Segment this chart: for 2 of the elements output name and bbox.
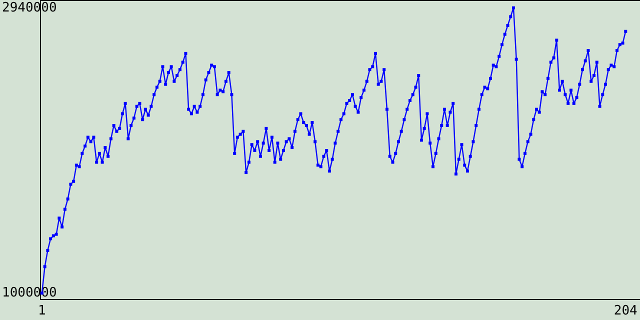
x-tick-label: 204 bbox=[614, 304, 638, 318]
x-tick-label: 1 bbox=[38, 304, 46, 318]
